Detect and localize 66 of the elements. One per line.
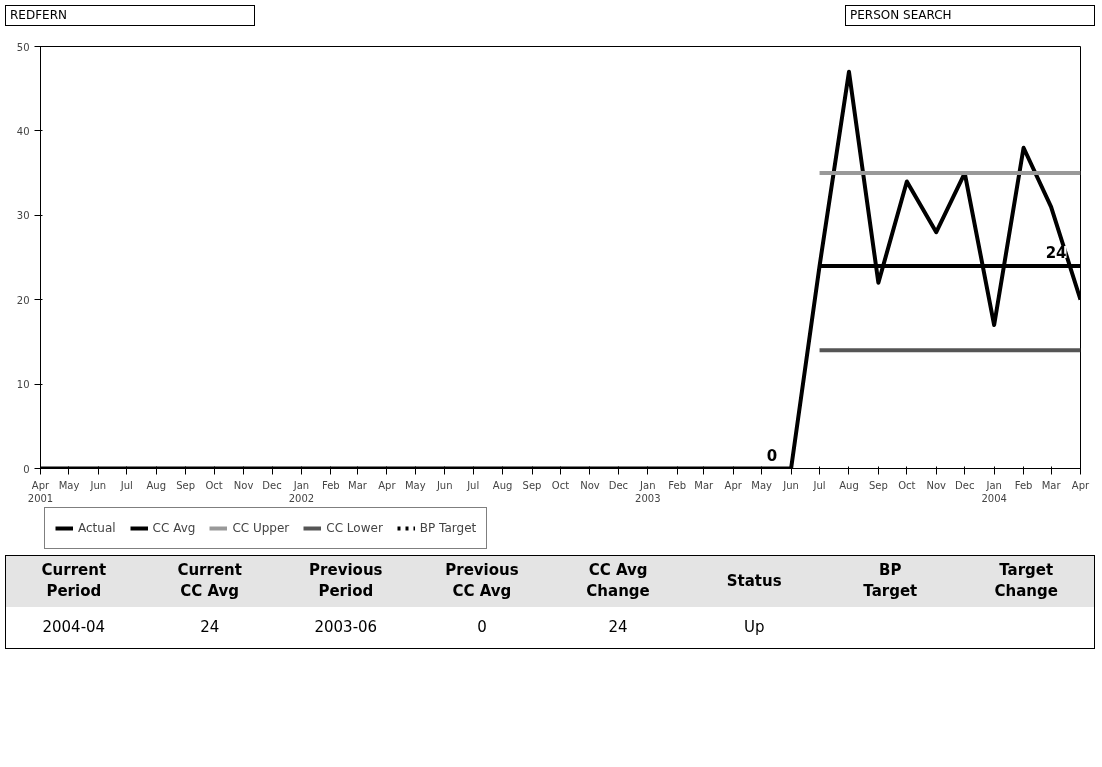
x-tick-label: Apr (1071, 479, 1091, 491)
x-tick-label: Aug (492, 479, 513, 491)
x-tick-label: Sep (522, 479, 542, 491)
y-tick-label: 10 (16, 379, 30, 391)
x-tick-label: Jul (466, 479, 480, 491)
x-tick-label: Jan 2004 (981, 479, 1007, 504)
x-tick-label: Sep (868, 479, 888, 491)
y-tick-label: 20 (16, 294, 30, 306)
text: Current CC Avg (176, 560, 243, 603)
x-tick-label: Apr (724, 479, 743, 491)
x-tick-label: Dec (262, 479, 282, 491)
y-tick-label: 30 (16, 210, 30, 222)
text: 24 (199, 616, 221, 638)
text: PERSON SEARCH (845, 5, 1095, 27)
x-tick-label: Oct (551, 479, 570, 491)
x-tick-label: Nov (580, 479, 600, 491)
x-tick-label: Mar (1041, 479, 1062, 491)
text: Previous CC Avg (444, 560, 520, 603)
text: 24 (607, 616, 629, 638)
x-tick-label: Dec (955, 479, 975, 491)
x-tick-label: Nov (233, 479, 254, 491)
text: Current Period (40, 560, 108, 603)
x-tick-label: Mar (348, 479, 368, 491)
y-tick-label: 50 (16, 41, 30, 53)
x-tick-label: May (58, 479, 80, 491)
text: 2003-06 (313, 616, 379, 638)
x-tick-label: Jan 2002 (288, 479, 315, 504)
text: Previous Period (308, 560, 384, 603)
text: 2004-04 (41, 616, 107, 638)
text: 0 (476, 616, 488, 638)
text: BP Target (862, 560, 919, 603)
x-tick-label: Aug (839, 479, 859, 491)
x-tick-label: Mar (694, 479, 715, 491)
x-tick-label: Feb (1014, 479, 1033, 491)
x-tick-label: Oct (898, 479, 916, 491)
x-tick-label: Oct (205, 479, 223, 491)
x-tick-label: Nov (926, 479, 947, 491)
text: Up (742, 616, 766, 638)
legend-label: BP Target (419, 521, 477, 535)
x-tick-label: May (404, 479, 426, 491)
x-tick-label: Jul (812, 479, 826, 491)
x-tick-label: May (751, 479, 773, 491)
y-tick-label: 0 (23, 463, 30, 475)
x-tick-label: Feb (668, 479, 687, 491)
legend-label: CC Avg (152, 521, 196, 535)
x-tick-label: Dec (608, 479, 629, 491)
text: REDFERN (5, 5, 255, 27)
x-tick-label: Jul (119, 479, 133, 491)
x-tick-label: Jun (89, 479, 107, 491)
x-tick-label: Jun (435, 479, 453, 491)
data-label: 24 (1045, 243, 1067, 262)
text: Target Change (993, 560, 1059, 603)
x-tick-label: Aug (146, 479, 167, 491)
x-tick-label: Jan 2003 (635, 479, 661, 504)
legend-label: CC Upper (232, 521, 290, 535)
text: CC Avg Change (585, 560, 651, 603)
x-tick-label: Sep (176, 479, 196, 491)
legend-label: Actual (78, 521, 116, 535)
x-tick-label: Apr (378, 479, 397, 491)
x-tick-label: Feb (322, 479, 340, 491)
text: Status (725, 570, 783, 592)
y-tick-label: 40 (16, 125, 30, 137)
data-label: 0 (766, 446, 778, 465)
x-tick-label: Apr 2001 (27, 479, 54, 504)
x-tick-label: Jun (782, 479, 799, 491)
legend-label: CC Lower (326, 521, 383, 535)
